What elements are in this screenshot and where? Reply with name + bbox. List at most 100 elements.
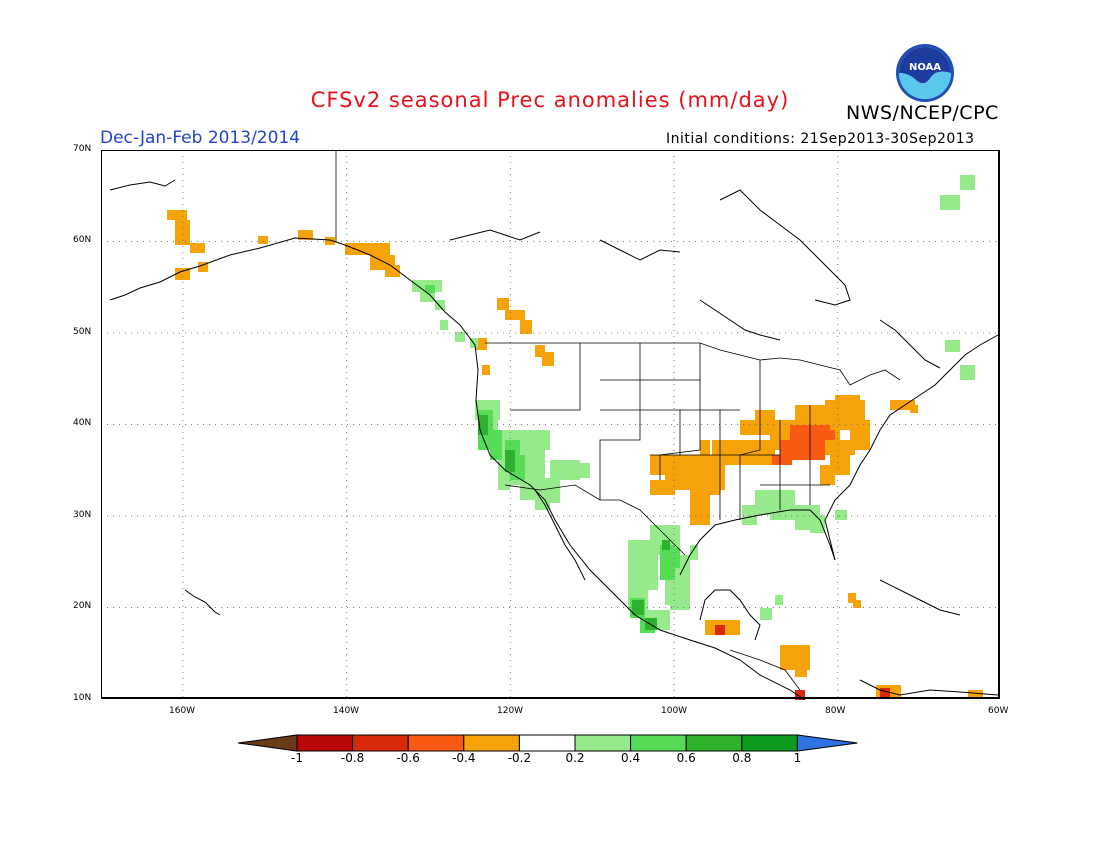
anomaly-cell [190,243,205,253]
anomaly-cell [550,460,580,480]
anomaly-cell [830,455,850,475]
anomaly-cell [478,415,488,435]
lat-label: 70N [73,144,92,154]
lon-label: 140W [333,706,360,716]
us-canada-border [485,342,901,386]
anomaly-cells [167,175,983,700]
colorbar-segment [518,734,576,752]
anomaly-cell [520,320,532,334]
anomaly-cell [662,540,670,550]
anomaly-cell [760,440,775,465]
caribbean-islands [879,579,961,616]
anomaly-cell [440,320,448,330]
anomaly-cell [940,195,960,210]
pacific-coastline [109,237,806,700]
colorbar-label: 1 [793,751,802,765]
colorbar-label: -0.8 [340,751,365,765]
anomaly-cell [670,580,690,610]
anomaly-cell [772,455,792,465]
anomaly-cell [700,440,710,475]
lon-label: 120W [497,706,524,716]
anomaly-cell [535,500,550,510]
anomaly-cell [690,545,698,560]
anomaly-cell [650,480,675,495]
hudson-bay-coast [719,189,851,306]
colorbar-label: 0.2 [565,751,585,765]
anomaly-cell [425,285,435,293]
lon-label: 160W [169,706,196,716]
colorbar-label: 0.4 [621,751,641,765]
gulf-atlantic-coastline [679,334,999,576]
political-borders [335,150,901,691]
hudson-bay-south [699,299,781,341]
south-america-coast [859,679,999,696]
colorbar-segment [630,734,687,752]
hawaii-islands [184,589,221,616]
logo-text: NOAA [909,62,941,73]
lat-label: 40N [73,418,92,428]
labrador-coast [879,319,941,369]
arctic-coast-nunavut [599,239,681,261]
anomaly-cell [690,490,710,525]
anomaly-cell [198,262,208,272]
yucatan-coastline [699,589,761,641]
agency-label: NWS/NCEP/CPC [846,102,999,124]
colorbar-segment [296,734,354,752]
colorbar-label: 0.8 [732,751,752,765]
lat-label: 30N [73,510,92,520]
lat-label: 50N [73,327,92,337]
anomaly-cell [175,220,190,245]
anomaly-cell [715,625,725,635]
lon-label: 60W [988,706,1009,716]
noaa-logo: NOAA [896,44,954,102]
anomaly-cell [645,618,657,630]
anomaly-cell [385,265,400,277]
map-title: CFSv2 seasonal Prec anomalies (mm/day) [310,88,790,112]
anomaly-cell [420,292,435,302]
colorbar-label: -0.4 [452,751,476,765]
anomaly-cell [960,175,975,190]
anomaly-cell [880,688,890,698]
anomaly-cell [835,395,860,410]
colorbar-segment [741,734,798,752]
colorbar-label: -0.6 [396,751,420,765]
colorbar-segment [574,734,632,752]
colorbar-label: -1 [291,751,303,765]
arctic-coast-alaska [109,179,176,191]
anomaly-cell [795,690,805,700]
colorbar-segment [352,734,409,752]
colorbar-high-arrow [796,734,858,752]
anomaly-cell [775,595,783,605]
anomaly-cell [810,430,835,440]
colorbar-low-arrow [238,734,298,752]
anomaly-cell [945,340,960,352]
lon-label: 100W [661,706,688,716]
arctic-coast-canada [449,229,541,241]
anomaly-cell [712,440,762,465]
anomaly-cell [910,405,918,413]
anomaly-cell [167,210,187,220]
graticule [101,150,999,698]
anomaly-cell [545,478,560,503]
anomaly-cell [795,665,807,677]
anomaly-cell [175,268,190,280]
colorbar-label: 0.6 [676,751,696,765]
anomaly-cell [435,300,445,310]
central-america-border [729,649,801,691]
coastlines [109,179,999,700]
lat-label: 10N [73,693,92,703]
anomaly-cell [535,345,545,357]
state-border [510,343,581,411]
colorbar [238,734,858,752]
anomaly-cell [835,510,847,520]
lon-label: 80W [825,706,846,716]
anomaly-cell [490,430,502,460]
anomaly-cell [542,352,554,366]
state-border [739,360,761,520]
colorbar-segment [407,734,465,752]
precipitation-anomaly-map [101,150,1000,700]
anomaly-cell [505,450,515,472]
lat-label: 60N [73,235,92,245]
lat-label: 20N [73,601,92,611]
anomaly-cell [632,600,644,615]
